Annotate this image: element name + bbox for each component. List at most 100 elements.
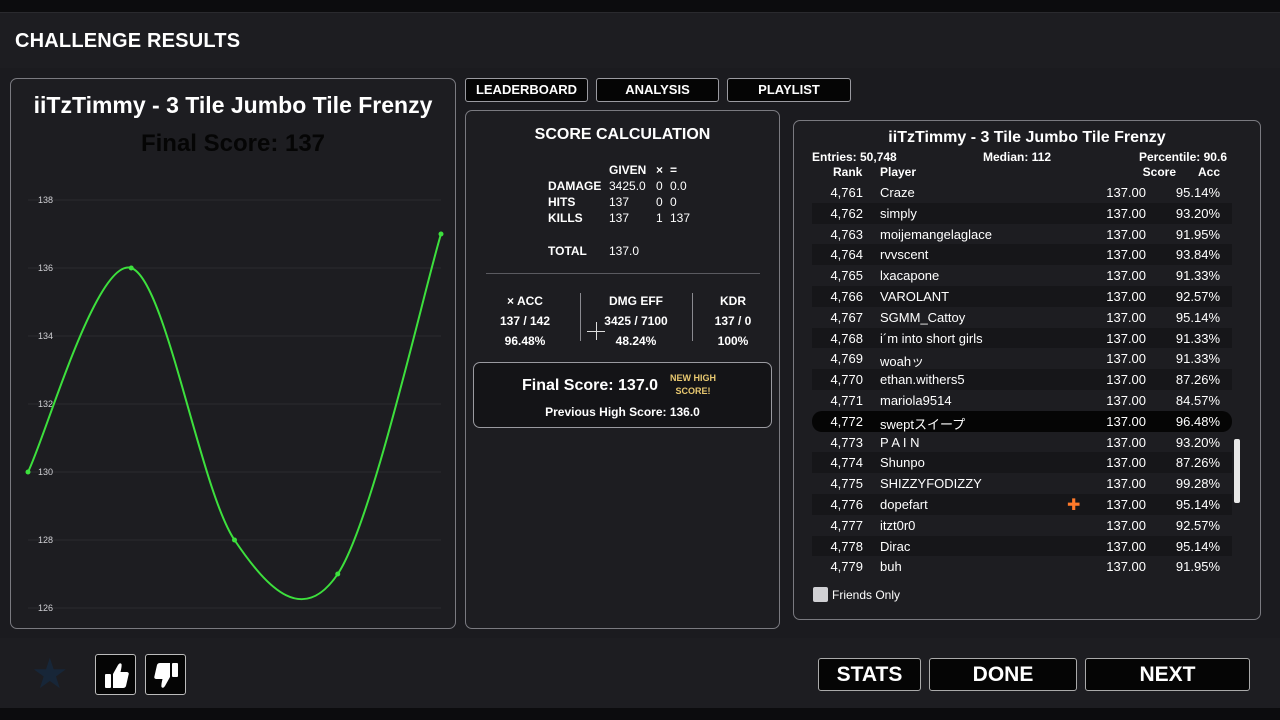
- tab-analysis[interactable]: ANALYSIS: [596, 78, 719, 102]
- row-rank: 4,776: [830, 496, 863, 512]
- page-title: CHALLENGE RESULTS: [15, 30, 241, 52]
- row-rank: 4,771: [830, 392, 863, 408]
- row-score: 137.00: [1106, 247, 1146, 263]
- row-player: P A I N: [880, 434, 920, 450]
- thumbs-down-button[interactable]: [145, 654, 186, 695]
- leaderboard-row[interactable]: 4,778 Dirac 137.00 95.14%: [812, 535, 1232, 557]
- leaderboard-row[interactable]: 4,771 mariola9514 137.00 84.57%: [812, 390, 1232, 411]
- score-line-chart: 126 128 130 132 134 136 138: [25, 195, 444, 613]
- row-acc: 91.95%: [1175, 559, 1220, 575]
- row-score: 137.00: [1106, 455, 1146, 471]
- row-player: itzt0r0: [880, 517, 916, 533]
- row-rank: 4,765: [830, 268, 863, 284]
- header-bar: CHALLENGE RESULTS: [0, 12, 1280, 68]
- row-rank: 4,762: [830, 205, 863, 221]
- row-acc: 99.28%: [1175, 476, 1220, 492]
- row-acc: 95.14%: [1175, 309, 1220, 325]
- leaderboard-row[interactable]: 4,765 lxacapone 137.00 91.33%: [812, 265, 1232, 286]
- new-high-line: NEW HIGH: [670, 373, 716, 383]
- row-acc: 95.14%: [1175, 496, 1220, 512]
- leaderboard-scrollbar[interactable]: [1234, 439, 1240, 503]
- row-score: 137.00: [1106, 434, 1146, 450]
- thumbs-down-icon: [154, 663, 178, 688]
- leaderboard-title: iiTzTimmy - 3 Tile Jumbo Tile Frenzy: [888, 129, 1166, 146]
- tab-playlist[interactable]: PLAYLIST: [727, 78, 851, 102]
- leaderboard-row[interactable]: 4,770 ethan.withers5 137.00 87.26%: [812, 369, 1232, 390]
- chart-final-score: Final Score: 137: [140, 130, 326, 157]
- leaderboard-row[interactable]: 4,769 woahッ 137.00 91.33%: [812, 348, 1232, 369]
- leaderboard-row[interactable]: 4,773 P A I N 137.00 93.20%: [812, 432, 1232, 453]
- row-score: 137.00: [1106, 496, 1146, 512]
- score-chart-panel: iiTzTimmy - 3 Tile Jumbo Tile Frenzy Fin…: [10, 78, 456, 629]
- leaderboard-row[interactable]: 4,777 itzt0r0 137.00 92.57%: [812, 515, 1232, 536]
- row-acc: 93.84%: [1175, 247, 1220, 263]
- score-calculation-title: SCORE CALCULATION: [534, 126, 711, 143]
- leaderboard-row[interactable]: 4,763 moijemangelaglace 137.00 91.95%: [812, 224, 1232, 245]
- tab-leaderboard[interactable]: LEADERBOARD: [465, 78, 588, 102]
- dmg-eff-stat-pct: 48.24%: [615, 334, 657, 348]
- row-rank: 4,778: [830, 538, 863, 554]
- next-button[interactable]: NEXT: [1085, 658, 1250, 691]
- row-player: SHIZZYFODIZZY: [880, 476, 982, 492]
- add-friend-icon[interactable]: ✚: [1067, 496, 1081, 514]
- previous-high-score: Previous High Score: 136.0: [545, 405, 700, 419]
- equals-header: =: [670, 163, 678, 177]
- row-player: Dirac: [880, 538, 911, 554]
- score-data-point: [232, 537, 237, 543]
- row-score: 137.00: [1106, 226, 1146, 242]
- row-rank: 4,775: [830, 476, 863, 492]
- friends-only-checkbox[interactable]: [813, 587, 828, 602]
- kills-label: KILLS: [548, 211, 583, 225]
- score-column-header: Score: [1142, 165, 1176, 179]
- row-player: sweptスイープ: [880, 416, 966, 432]
- y-tick-label: 130: [38, 467, 53, 477]
- stat-divider: [692, 293, 693, 341]
- row-player: mariola9514: [880, 392, 952, 408]
- done-button[interactable]: DONE: [929, 658, 1077, 691]
- results-stage: iiTzTimmy - 3 Tile Jumbo Tile Frenzy Fin…: [0, 68, 1280, 638]
- row-acc: 93.20%: [1175, 434, 1220, 450]
- row-rank: 4,769: [830, 351, 863, 367]
- y-tick-label: 134: [38, 331, 53, 341]
- star-icon[interactable]: ★: [31, 650, 69, 697]
- row-score: 137.00: [1106, 392, 1146, 408]
- row-score: 137.00: [1106, 185, 1146, 200]
- row-acc: 93.20%: [1175, 205, 1220, 221]
- hits-result: 0: [670, 195, 677, 209]
- given-header: GIVEN: [609, 163, 647, 177]
- leaderboard-row[interactable]: 4,762 simply 137.00 93.20%: [812, 202, 1232, 224]
- leaderboard-row[interactable]: 4,774 Shunpo 137.00 87.26%: [812, 452, 1232, 474]
- row-score: 137.00: [1106, 205, 1146, 221]
- row-score: 137.00: [1106, 476, 1146, 492]
- damage-result: 0.0: [670, 179, 687, 193]
- row-acc: 91.33%: [1175, 268, 1220, 284]
- stats-button[interactable]: STATS: [818, 658, 921, 691]
- leaderboard-list[interactable]: 4,761 Craze 137.00 95.14% 4,762 simply 137.00 9…: [812, 182, 1232, 582]
- leaderboard-row[interactable]: 4,775 SHIZZYFODIZZY 137.00 99.28%: [812, 473, 1232, 494]
- leaderboard-row[interactable]: 4,772 sweptスイープ 137.00 96.48%: [812, 410, 1232, 432]
- row-score: 137.00: [1106, 309, 1146, 325]
- score-data-point: [128, 265, 134, 271]
- thumbs-up-button[interactable]: [95, 654, 136, 695]
- leaderboard-row[interactable]: 4,768 i´m into short girls 137.00 91.33%: [812, 327, 1232, 349]
- row-acc: 87.26%: [1175, 455, 1220, 471]
- dmg-eff-stat: DMG EFF 3425 / 7100 48.24%: [588, 291, 684, 351]
- leaderboard-row[interactable]: 4,776 dopefart 137.00 95.14% ✚: [812, 493, 1232, 515]
- row-player: ethan.withers5: [880, 372, 965, 388]
- row-acc: 96.48%: [1175, 413, 1220, 429]
- row-rank: 4,777: [830, 517, 863, 533]
- leaderboard-row[interactable]: 4,761 Craze 137.00 95.14%: [812, 182, 1232, 203]
- row-acc: 91.33%: [1175, 351, 1220, 367]
- leaderboard-row[interactable]: 4,779 buh 137.00 91.95%: [812, 556, 1232, 577]
- leaderboard-row[interactable]: 4,767 SGMM_Cattoy 137.00 95.14%: [812, 307, 1232, 328]
- row-rank: 4,768: [830, 330, 863, 346]
- row-acc: 91.33%: [1175, 330, 1220, 346]
- friends-only-label: Friends Only: [832, 588, 901, 602]
- times-header: ×: [656, 163, 664, 177]
- dmg-eff-stat-ratio: 3425 / 7100: [604, 314, 668, 328]
- row-player: i´m into short girls: [880, 330, 983, 346]
- leaderboard-row[interactable]: 4,764 rvvscent 137.00 93.84%: [812, 244, 1232, 266]
- leaderboard-row[interactable]: 4,766 VAROLANT 137.00 92.57%: [812, 285, 1232, 307]
- row-player: VAROLANT: [880, 288, 950, 304]
- row-player: SGMM_Cattoy: [880, 309, 966, 325]
